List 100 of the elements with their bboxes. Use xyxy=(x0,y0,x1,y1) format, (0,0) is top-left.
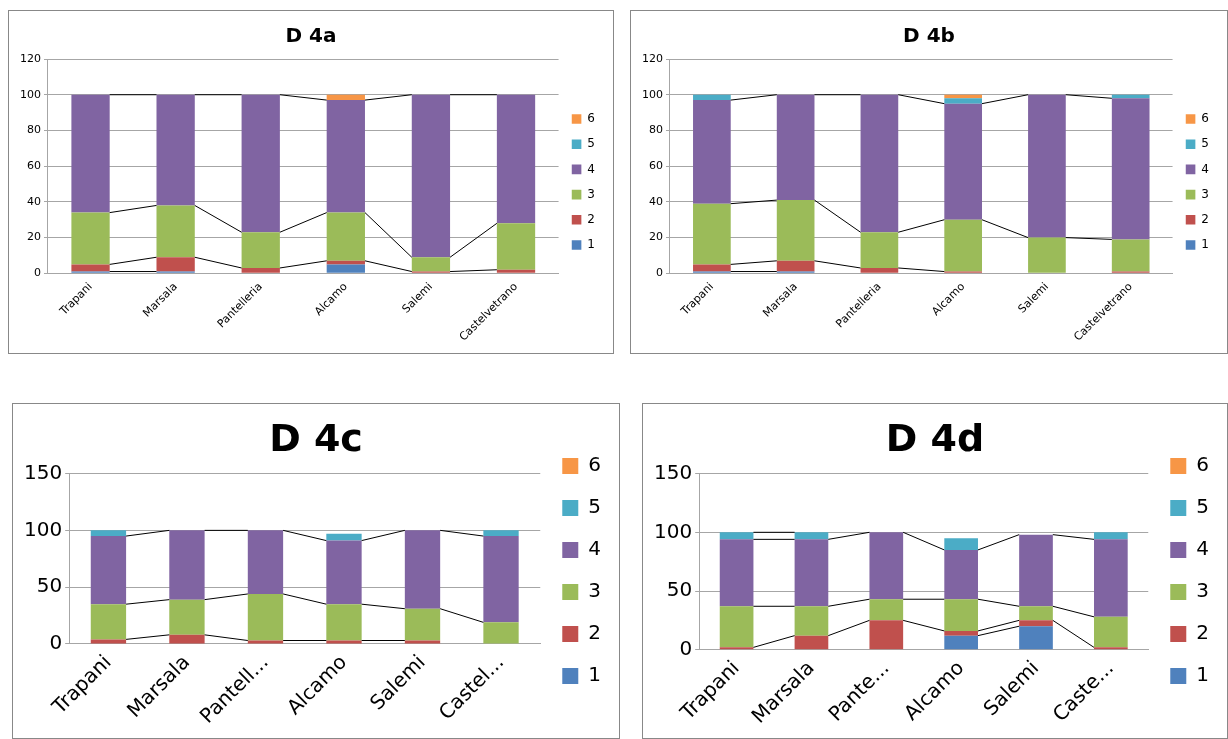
legend-label: 5 xyxy=(587,136,596,151)
bar xyxy=(860,94,899,233)
bar xyxy=(776,200,815,261)
bar xyxy=(719,532,754,540)
y-tick-label: 100 xyxy=(20,87,41,101)
y-tick-label: 100 xyxy=(653,518,693,543)
bar xyxy=(1028,94,1066,238)
bar xyxy=(944,630,978,636)
bar xyxy=(1094,616,1128,648)
bar xyxy=(1094,532,1128,540)
y-tick-label: 0 xyxy=(679,635,693,660)
bar xyxy=(169,634,205,644)
bar xyxy=(411,94,451,258)
bar xyxy=(794,532,829,540)
legend-label: 2 xyxy=(588,620,602,645)
bar xyxy=(776,94,815,201)
bar xyxy=(326,533,362,541)
bar xyxy=(241,232,280,268)
y-tick-label: 50 xyxy=(666,577,693,602)
legend-label: 4 xyxy=(1196,536,1210,561)
bar xyxy=(1028,237,1066,273)
legend-label: 3 xyxy=(588,578,602,603)
bar xyxy=(944,538,978,550)
bar xyxy=(241,94,280,233)
bar xyxy=(496,223,536,270)
bar xyxy=(944,549,978,600)
bar xyxy=(944,219,983,272)
legend-label: 5 xyxy=(588,494,602,519)
bar xyxy=(869,620,904,650)
legend-label: 6 xyxy=(587,111,596,126)
y-tick-label: 60 xyxy=(27,159,41,173)
y-tick-label: 20 xyxy=(649,230,663,244)
y-tick-label: 120 xyxy=(642,51,663,65)
bar xyxy=(247,530,284,594)
legend-label: 3 xyxy=(1196,578,1210,603)
bar xyxy=(693,203,731,265)
bar xyxy=(944,98,983,104)
bar xyxy=(90,530,127,537)
bar xyxy=(90,639,127,644)
legend-label: 4 xyxy=(587,161,596,176)
bar xyxy=(1019,606,1053,621)
y-tick-label: 40 xyxy=(649,194,663,208)
legend-label: 2 xyxy=(1201,211,1210,226)
bar xyxy=(90,604,127,640)
y-tick-label: 100 xyxy=(642,87,663,101)
bar xyxy=(869,599,904,621)
bar xyxy=(1111,98,1150,240)
y-tick-label: 150 xyxy=(653,459,693,484)
bar xyxy=(404,530,441,609)
legend-label: 5 xyxy=(1196,494,1210,519)
chart-title: D 4a xyxy=(285,23,337,48)
bar xyxy=(156,205,195,258)
bar xyxy=(944,599,978,631)
y-tick-label: 150 xyxy=(23,459,63,484)
chart-title: D 4d xyxy=(885,415,985,460)
bar xyxy=(1019,626,1053,650)
y-tick-label: 80 xyxy=(27,123,41,137)
bar xyxy=(326,100,365,213)
y-tick-label: 40 xyxy=(27,194,41,208)
bar xyxy=(693,94,731,101)
bar xyxy=(1019,534,1053,607)
bar xyxy=(169,599,205,635)
legend-label: 2 xyxy=(1196,620,1210,645)
bar xyxy=(496,269,536,273)
bar xyxy=(326,212,365,261)
bar xyxy=(483,536,519,623)
legend-label: 1 xyxy=(1201,237,1210,252)
bar xyxy=(944,103,983,220)
legend-label: 3 xyxy=(1201,186,1210,201)
bar xyxy=(326,540,362,605)
legend-label: 1 xyxy=(1196,662,1210,687)
bar xyxy=(156,94,195,206)
bar xyxy=(776,260,815,272)
legend-label: 6 xyxy=(588,452,602,477)
bar xyxy=(247,593,284,641)
y-tick-label: 0 xyxy=(656,266,663,280)
bar xyxy=(483,530,519,537)
bar xyxy=(404,608,441,641)
bar xyxy=(71,212,110,265)
y-tick-label: 100 xyxy=(23,516,63,541)
legend-label: 1 xyxy=(587,237,596,252)
legend-label: 3 xyxy=(587,186,596,201)
legend-label: 1 xyxy=(588,662,602,687)
legend-label: 5 xyxy=(1201,136,1210,151)
bar xyxy=(496,94,536,224)
legend-label: 6 xyxy=(1201,111,1210,126)
bar xyxy=(1094,539,1128,617)
y-tick-label: 50 xyxy=(36,573,63,598)
bar xyxy=(860,232,899,268)
chart-title: D 4c xyxy=(269,415,363,460)
bar xyxy=(860,267,899,273)
bar xyxy=(1111,239,1150,272)
legend-label: 4 xyxy=(1201,161,1210,176)
bar xyxy=(794,606,829,636)
y-tick-label: 60 xyxy=(649,159,663,173)
bar xyxy=(156,257,195,272)
bar xyxy=(326,94,365,101)
y-tick-label: 80 xyxy=(649,123,663,137)
bar xyxy=(326,264,365,273)
y-tick-label: 120 xyxy=(20,51,41,65)
